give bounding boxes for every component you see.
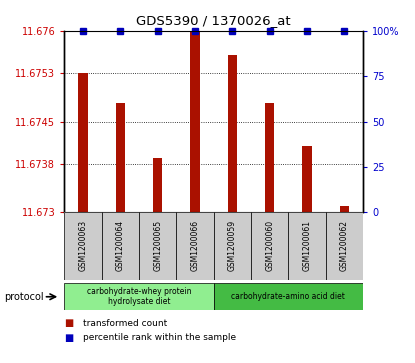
Bar bbox=[340, 206, 349, 212]
Bar bbox=[303, 146, 312, 212]
Text: GSM1200059: GSM1200059 bbox=[228, 220, 237, 272]
Bar bbox=[153, 158, 162, 212]
Bar bbox=[64, 283, 214, 310]
Bar bbox=[326, 212, 363, 280]
Text: GSM1200066: GSM1200066 bbox=[190, 220, 200, 272]
Text: carbohydrate-whey protein
hydrolysate diet: carbohydrate-whey protein hydrolysate di… bbox=[87, 287, 191, 306]
Bar bbox=[139, 212, 176, 280]
Text: transformed count: transformed count bbox=[83, 319, 167, 327]
Text: GSM1200065: GSM1200065 bbox=[153, 220, 162, 272]
Text: GSM1200060: GSM1200060 bbox=[265, 220, 274, 272]
Title: GDS5390 / 1370026_at: GDS5390 / 1370026_at bbox=[137, 14, 291, 27]
Bar bbox=[78, 73, 88, 212]
Bar bbox=[176, 212, 214, 280]
Bar bbox=[288, 212, 326, 280]
Bar bbox=[265, 103, 274, 212]
Text: percentile rank within the sample: percentile rank within the sample bbox=[83, 333, 236, 342]
Text: GSM1200061: GSM1200061 bbox=[303, 220, 312, 272]
Bar bbox=[116, 103, 125, 212]
Text: GSM1200062: GSM1200062 bbox=[340, 220, 349, 272]
Bar bbox=[214, 283, 363, 310]
Bar bbox=[102, 212, 139, 280]
Text: carbohydrate-amino acid diet: carbohydrate-amino acid diet bbox=[232, 292, 345, 301]
Bar bbox=[190, 31, 200, 212]
Text: ■: ■ bbox=[64, 333, 73, 343]
Text: GSM1200063: GSM1200063 bbox=[78, 220, 88, 272]
Bar bbox=[228, 55, 237, 212]
Bar bbox=[64, 212, 102, 280]
Bar bbox=[214, 212, 251, 280]
Bar bbox=[251, 212, 288, 280]
Text: GSM1200064: GSM1200064 bbox=[116, 220, 125, 272]
Text: ■: ■ bbox=[64, 318, 73, 328]
Text: protocol: protocol bbox=[4, 292, 44, 302]
